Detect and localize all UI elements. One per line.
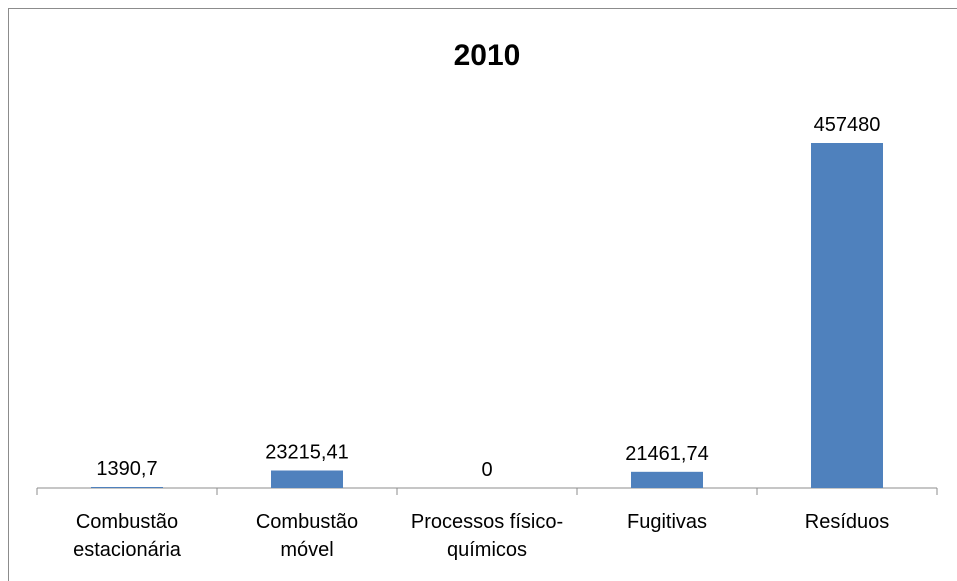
data-label: 0 (481, 459, 492, 481)
category-label: Resíduos (805, 511, 890, 533)
data-label: 457480 (814, 114, 881, 136)
data-label: 1390,7 (96, 458, 157, 480)
category-label: químicos (447, 539, 527, 561)
data-label: 23215,41 (265, 441, 348, 463)
data-label: 21461,74 (625, 443, 708, 465)
bar (631, 471, 703, 488)
bar (271, 470, 343, 488)
category-label: Combustão (256, 511, 358, 533)
bar (91, 487, 163, 488)
plot-area: 1390,7 Combustão estacionária 23215,41 Combu… (36, 114, 938, 561)
chart-frame (8, 8, 957, 581)
category-label: Combustão (76, 511, 178, 533)
category-label: Fugitivas (627, 511, 707, 533)
category-label: estacionária (73, 539, 182, 561)
category-label: Processos físico- (411, 511, 563, 533)
bar (811, 143, 883, 488)
category-label: móvel (280, 539, 333, 561)
chart-title: 2010 (454, 39, 521, 72)
